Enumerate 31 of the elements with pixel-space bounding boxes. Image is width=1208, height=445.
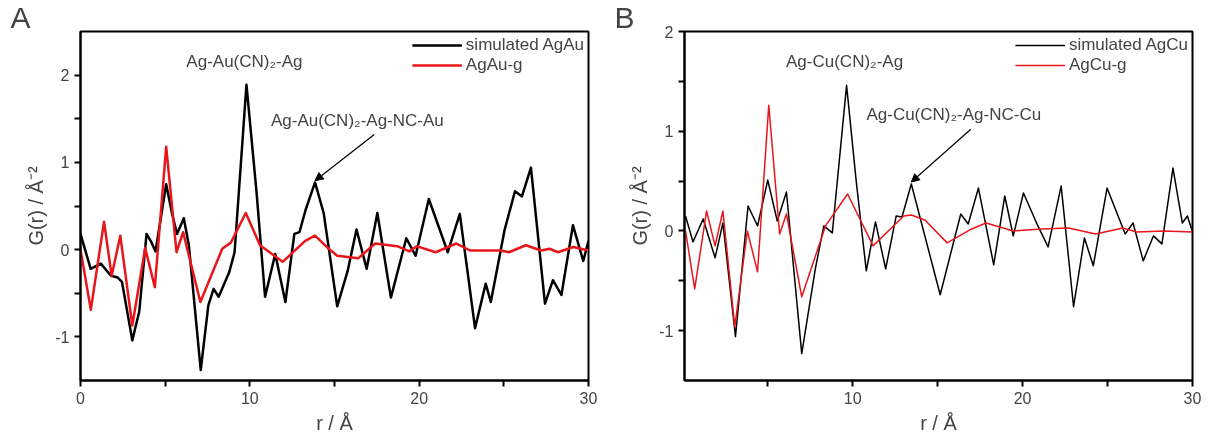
legend-label: simulated AgAu xyxy=(465,35,584,55)
y-tick-label: -1 xyxy=(55,328,70,346)
y-tick-label: 0 xyxy=(664,222,674,240)
x-tick-label: 20 xyxy=(1013,389,1032,407)
y-tick-label: -1 xyxy=(659,322,674,340)
chart-title: B xyxy=(614,0,635,34)
annotation: Ag-Cu(CN)₂-Ag-NC-Cu xyxy=(866,105,1042,125)
y-tick-label: 1 xyxy=(664,123,674,141)
chart-title: A xyxy=(10,0,31,34)
line-series xyxy=(80,145,589,327)
x-tick-label: 20 xyxy=(410,389,429,407)
x-tick-label: 30 xyxy=(579,389,598,407)
x-tick-label: 30 xyxy=(1183,389,1202,407)
x-tick-label: 10 xyxy=(843,389,862,407)
annotation: Ag-Au(CN)₂-Ag xyxy=(186,51,303,71)
x-tick-label: 0 xyxy=(76,389,86,407)
x-axis-title: r / Å xyxy=(920,411,958,434)
annotation: Ag-Au(CN)₂-Ag-NC-Au xyxy=(270,111,444,131)
x-axis-title: r / Å xyxy=(316,411,354,434)
y-axis-title: G(r) / Å⁻² xyxy=(25,166,48,246)
y-tick-label: 1 xyxy=(60,154,70,172)
legend-label: AgAu-g xyxy=(465,55,523,75)
legend-label: AgCu-g xyxy=(1068,55,1127,75)
y-axis-title: G(r) / Å⁻² xyxy=(629,166,652,246)
legend-label: simulated AgCu xyxy=(1068,35,1188,55)
y-tick-label: 2 xyxy=(664,23,674,41)
annotation: Ag-Cu(CN)₂-Ag xyxy=(786,52,904,72)
y-tick-label: 2 xyxy=(60,67,70,85)
line-series xyxy=(684,104,1193,328)
y-tick-label: 0 xyxy=(60,241,70,259)
x-tick-label: 10 xyxy=(240,389,259,407)
